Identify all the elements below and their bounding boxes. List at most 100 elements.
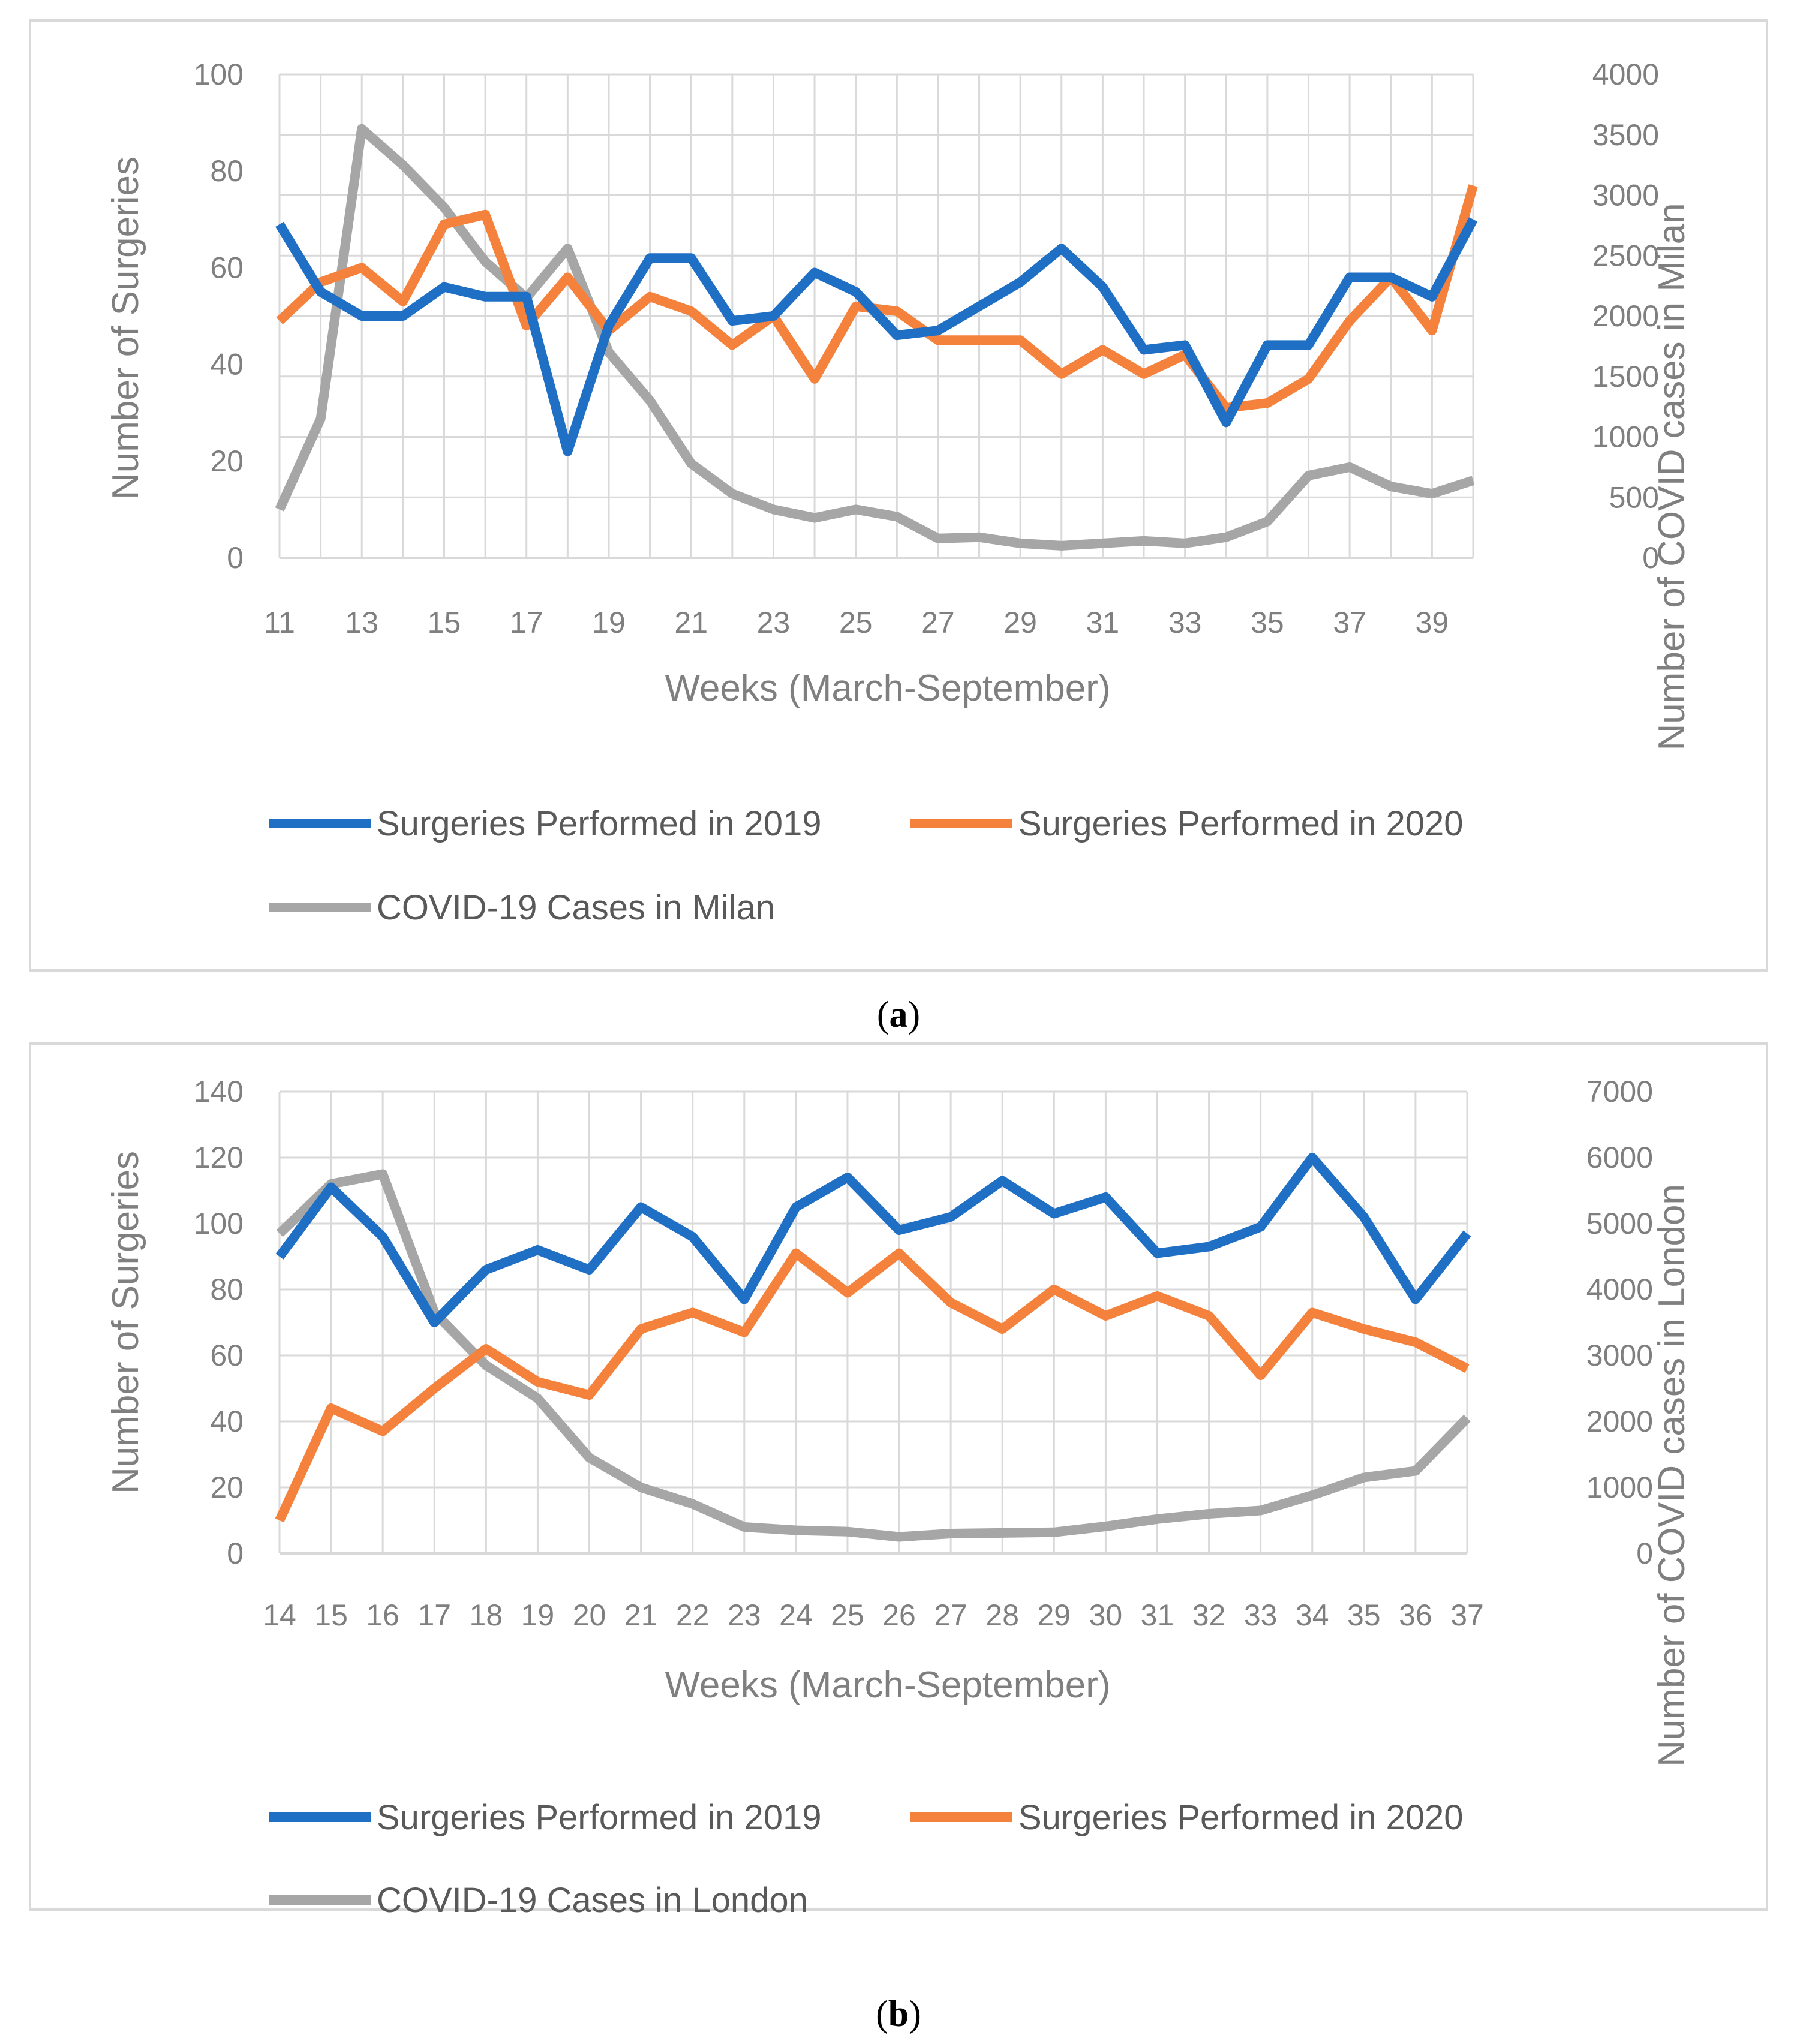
x-tick-label: 19 — [521, 1598, 555, 1632]
y-left-axis-title-a: Number of Surgeries — [105, 157, 146, 500]
series-line-covid-19-cases-in-milan — [275, 124, 1475, 551]
x-tick-label: 21 — [624, 1598, 658, 1632]
x-tick-label: 21 — [674, 606, 708, 639]
x-tick-label: 25 — [831, 1598, 864, 1632]
x-tick-label: 37 — [1450, 1598, 1484, 1632]
y-left-tick-label: 140 — [194, 1075, 244, 1108]
y-left-ticks-b: 0 20 40 60 80 100 120 140 — [194, 1075, 244, 1570]
y-right-tick-label: 3000 — [1592, 179, 1659, 212]
y-right-tick-label: 4000 — [1592, 58, 1659, 91]
y-left-ticks-a: 0 20 40 60 80 100 — [194, 58, 244, 575]
y-right-ticks-a: 0 500 1000 1500 2000 2500 3000 3500 4000 — [1592, 58, 1659, 575]
y-left-tick-label: 0 — [227, 1537, 244, 1570]
y-left-tick-label: 60 — [210, 1339, 244, 1372]
x-ticks-b: 14 15 16 17 18 19 20 21 22 23 24 25 26 27 28 29 30 31 32 33… — [263, 1598, 1484, 1632]
x-tick-label: 39 — [1416, 606, 1449, 639]
y-left-tick-label: 120 — [194, 1141, 244, 1174]
panel-b: 0 20 40 60 80 100 120 140 0 1000 2000 3000 4000 5000… — [29, 1042, 1768, 2034]
x-tick-label: 34 — [1296, 1598, 1329, 1632]
x-tick-label: 36 — [1399, 1598, 1432, 1632]
caption-b: (b) — [876, 1994, 921, 2034]
x-tick-label: 17 — [510, 606, 543, 639]
y-right-tick-label: 0 — [1642, 541, 1659, 575]
x-tick-label: 25 — [839, 606, 873, 639]
x-axis-title-b: Weeks (March-September) — [665, 1664, 1110, 1706]
legend-label-covid-a: COVID-19 Cases in Milan — [377, 888, 775, 927]
x-ticks-a: 11 13 15 17 19 21 23 25 27 29 31 33 35 37 39 — [264, 606, 1449, 639]
y-left-tick-label: 40 — [210, 348, 244, 381]
y-left-axis-title-b: Number of Surgeries — [105, 1151, 146, 1494]
x-tick-label: 23 — [728, 1598, 761, 1632]
x-tick-label: 33 — [1244, 1598, 1278, 1632]
legend-label-2019-a: Surgeries Performed in 2019 — [377, 804, 822, 843]
x-tick-label: 22 — [676, 1598, 710, 1632]
x-tick-label: 26 — [882, 1598, 916, 1632]
caption-letter-b: b — [888, 1994, 909, 2034]
y-right-tick-label: 500 — [1609, 480, 1659, 514]
x-tick-label: 15 — [314, 1598, 348, 1632]
legend-label-2019-b: Surgeries Performed in 2019 — [377, 1798, 822, 1837]
y-right-ticks-b: 0 1000 2000 3000 4000 5000 6000 7000 — [1586, 1075, 1653, 1570]
legend-label-2020-a: Surgeries Performed in 2020 — [1018, 804, 1464, 843]
y-left-tick-label: 60 — [210, 251, 244, 284]
x-tick-label: 18 — [470, 1598, 503, 1632]
y-right-tick-label: 2000 — [1592, 299, 1659, 333]
x-tick-label: 24 — [779, 1598, 813, 1632]
x-tick-label: 11 — [264, 606, 295, 639]
series-line-surgeries-performed-in-2020 — [275, 1248, 1470, 1523]
y-left-tick-label: 80 — [210, 1273, 244, 1306]
y-right-tick-label: 5000 — [1586, 1207, 1653, 1240]
y-right-tick-label: 7000 — [1586, 1075, 1653, 1108]
y-left-tick-label: 100 — [194, 1207, 244, 1240]
y-right-tick-label: 6000 — [1586, 1141, 1653, 1174]
series-a — [275, 124, 1478, 551]
y-left-tick-label: 100 — [194, 58, 244, 91]
series-b — [275, 1153, 1471, 1542]
x-tick-label: 17 — [417, 1598, 451, 1632]
legend-label-2020-b: Surgeries Performed in 2020 — [1018, 1798, 1464, 1837]
y-right-tick-label: 2000 — [1586, 1405, 1653, 1438]
x-tick-label: 14 — [263, 1598, 296, 1632]
y-left-tick-label: 20 — [210, 444, 244, 478]
y-right-tick-label: 0 — [1636, 1537, 1653, 1570]
x-tick-label: 30 — [1089, 1598, 1123, 1632]
series-line-surgeries-performed-in-2019 — [275, 1153, 1471, 1327]
chart-frame-a — [29, 19, 1768, 972]
y-right-tick-label: 1500 — [1592, 360, 1659, 393]
x-tick-label: 19 — [592, 606, 626, 639]
y-left-tick-label: 20 — [210, 1471, 244, 1504]
y-right-tick-label: 1000 — [1586, 1471, 1653, 1504]
x-tick-label: 20 — [573, 1598, 606, 1632]
series-line-surgeries-performed-in-2019 — [275, 217, 1478, 456]
y-right-tick-label: 3500 — [1592, 118, 1659, 152]
x-tick-label: 29 — [1003, 606, 1037, 639]
caption-a: (a) — [877, 994, 920, 1035]
y-right-tick-label: 4000 — [1586, 1273, 1653, 1306]
x-tick-label: 15 — [428, 606, 461, 639]
x-tick-label: 29 — [1037, 1598, 1071, 1632]
x-tick-label: 16 — [366, 1598, 399, 1632]
legend-a: Surgeries Performed in 2019 Surgeries Pe… — [269, 804, 1464, 927]
y-right-tick-label: 3000 — [1586, 1339, 1653, 1372]
x-axis-title-a: Weeks (March-September) — [665, 668, 1110, 709]
x-tick-label: 35 — [1251, 606, 1284, 639]
y-left-tick-label: 40 — [210, 1405, 244, 1438]
x-tick-label: 37 — [1333, 606, 1366, 639]
x-tick-label: 27 — [934, 1598, 967, 1632]
x-tick-label: 28 — [985, 1598, 1019, 1632]
x-tick-label: 27 — [921, 606, 955, 639]
legend-b: Surgeries Performed in 2019 Surgeries Pe… — [269, 1798, 1464, 1920]
caption-letter-a: a — [890, 994, 908, 1035]
x-tick-label: 35 — [1347, 1598, 1381, 1632]
y-right-axis-title-b: Number of COVID cases in London — [1651, 1184, 1693, 1767]
y-left-tick-label: 0 — [227, 541, 244, 575]
x-tick-label: 32 — [1192, 1598, 1226, 1632]
x-tick-label: 31 — [1086, 606, 1120, 639]
legend-label-covid-b: COVID-19 Cases in London — [377, 1881, 808, 1920]
x-tick-label: 31 — [1141, 1598, 1174, 1632]
y-right-tick-label: 1000 — [1592, 420, 1659, 454]
y-left-tick-label: 80 — [210, 154, 244, 188]
x-tick-label: 33 — [1168, 606, 1202, 639]
